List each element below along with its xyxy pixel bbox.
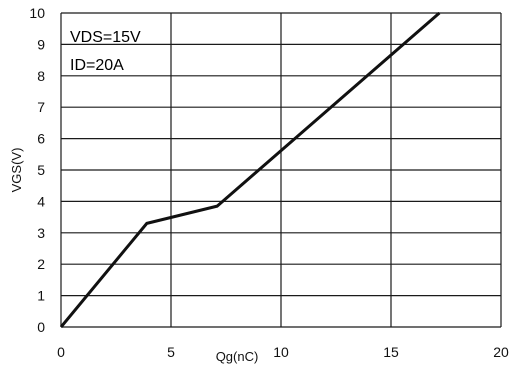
x-axis-label: Qg(nC) <box>216 349 259 364</box>
y-tick-label: 3 <box>37 225 45 241</box>
annotation-id: ID=20A <box>70 57 124 74</box>
x-tick-label: 10 <box>273 344 289 360</box>
tick-labels: 0 1 2 3 4 5 6 7 8 9 10 0 5 10 15 20 <box>29 5 509 360</box>
x-tick-label: 0 <box>57 344 65 360</box>
y-tick-label: 1 <box>37 288 45 304</box>
x-tick-label: 15 <box>383 344 399 360</box>
y-axis-label: VGS(V) <box>9 148 24 193</box>
y-tick-label: 8 <box>37 68 45 84</box>
x-tick-label: 5 <box>167 344 175 360</box>
y-tick-label: 5 <box>37 162 45 178</box>
grid <box>60 12 502 328</box>
x-tick-label: 20 <box>493 344 509 360</box>
y-tick-label: 6 <box>37 131 45 147</box>
y-tick-label: 9 <box>37 36 45 52</box>
y-tick-label: 10 <box>29 5 45 21</box>
y-tick-label: 7 <box>37 99 45 115</box>
annotation-vds: VDS=15V <box>70 29 141 46</box>
series-layer <box>60 12 441 328</box>
y-tick-label: 4 <box>37 193 45 209</box>
series-line <box>60 12 441 328</box>
y-tick-label: 2 <box>37 256 45 272</box>
y-tick-label: 0 <box>37 319 45 335</box>
